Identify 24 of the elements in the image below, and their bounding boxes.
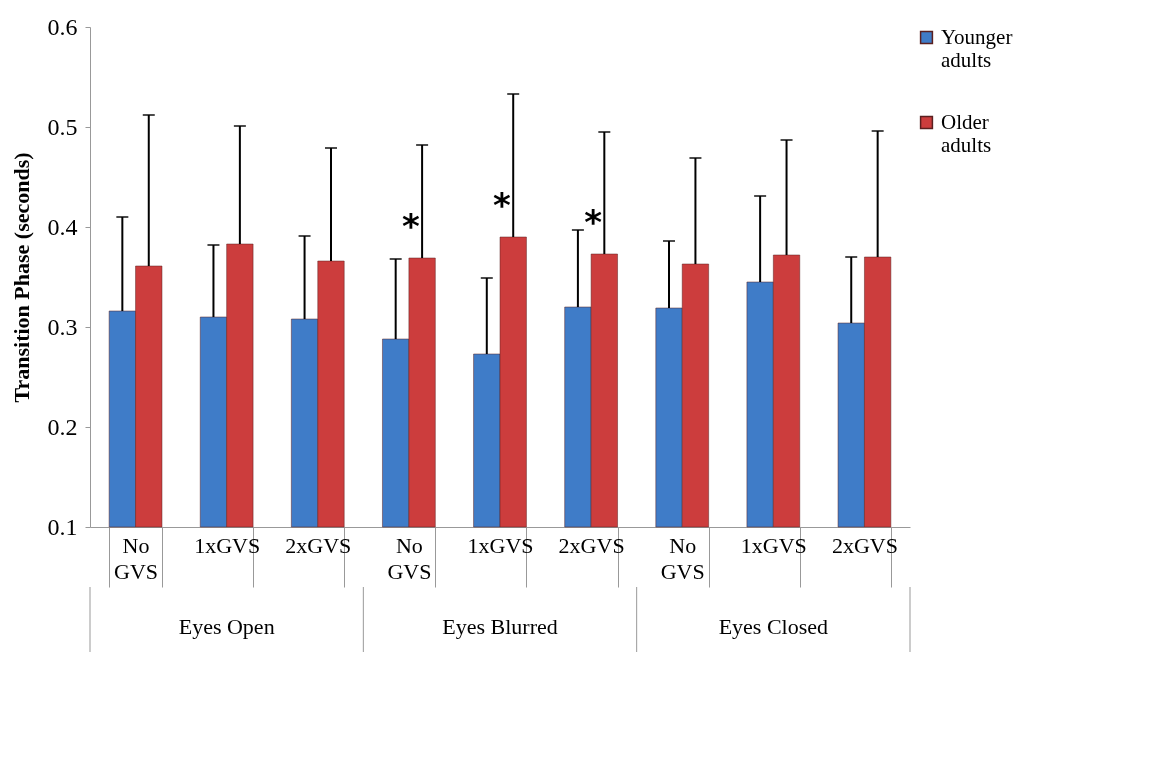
x-tick-label: No GVS	[114, 532, 159, 584]
x-tick-label: 1xGVS	[467, 532, 534, 558]
x-tick-label: No GVS	[387, 532, 432, 584]
y-tick-label: 0.2	[47, 413, 78, 440]
x-tick-label: 2xGVS	[831, 532, 898, 558]
y-axis-title: Transition Phase (seconds)	[8, 152, 34, 403]
y-tick-label: 0.4	[47, 213, 78, 240]
x-tick-label: 1xGVS	[740, 532, 807, 558]
legend-label: Older adults	[941, 109, 992, 157]
text: Eyes Closed	[718, 614, 829, 639]
y-tick-label: 0.5	[47, 113, 78, 140]
text: Eyes Open	[178, 614, 275, 639]
y-tick-label: 0.6	[47, 13, 78, 40]
y-tick-label: 0.3	[47, 313, 78, 340]
x-tick-label: 2xGVS	[558, 532, 625, 558]
legend-label: Younger adults	[941, 24, 1013, 72]
x-tick-label: No GVS	[660, 532, 705, 584]
annotation: *	[584, 202, 603, 242]
text: Eyes Blurred	[442, 614, 558, 639]
x-tick-label: 2xGVS	[285, 532, 352, 558]
annotation: *	[402, 206, 420, 246]
x-tick-label: 1xGVS	[194, 532, 261, 558]
annotation: *	[493, 185, 512, 225]
y-tick-label: 0.1	[47, 513, 78, 540]
